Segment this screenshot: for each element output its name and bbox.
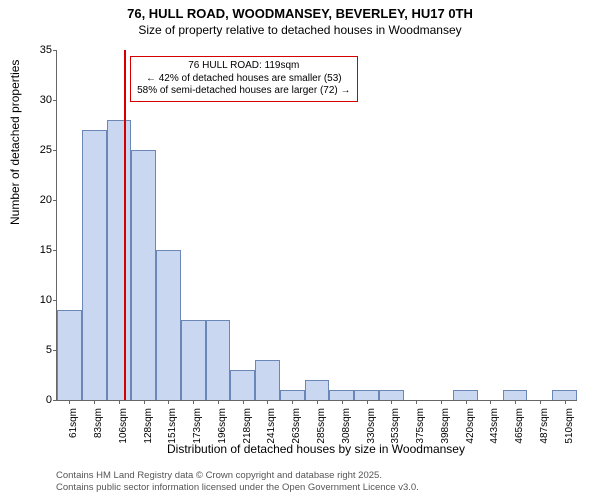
y-tick-label: 0 [30,394,52,406]
x-tick-label: 353sqm [390,408,401,448]
x-tick-label: 218sqm [242,408,253,448]
x-tick-mark [391,400,392,404]
x-tick-label: 106sqm [118,408,129,448]
x-tick-label: 83sqm [93,408,104,448]
annotation-line: 76 HULL ROAD: 119sqm [137,60,350,73]
x-tick-label: 61sqm [68,408,79,448]
x-tick-label: 398sqm [440,408,451,448]
footer-line-1: Contains HM Land Registry data © Crown c… [56,470,419,482]
y-tick-mark [53,50,57,51]
property-annotation: 76 HULL ROAD: 119sqm← 42% of detached ho… [130,56,357,102]
x-tick-mark [243,400,244,404]
x-tick-label: 443sqm [489,408,500,448]
y-tick-mark [53,300,57,301]
property-histogram-chart: 76, HULL ROAD, WOODMANSEY, BEVERLEY, HU1… [0,0,600,500]
x-tick-mark [416,400,417,404]
histogram-bar [181,320,206,400]
chart-subtitle: Size of property relative to detached ho… [0,23,600,41]
y-tick-mark [53,200,57,201]
x-tick-mark [490,400,491,404]
x-tick-mark [342,400,343,404]
x-tick-mark [267,400,268,404]
x-tick-mark [94,400,95,404]
x-tick-label: 487sqm [539,408,550,448]
x-tick-mark [193,400,194,404]
x-tick-mark [119,400,120,404]
histogram-bar [107,120,132,400]
x-tick-mark [218,400,219,404]
footer-line-2: Contains public sector information licen… [56,482,419,494]
annotation-line: ← 42% of detached houses are smaller (53… [137,73,350,86]
plot-area: 76 HULL ROAD: 119sqm← 42% of detached ho… [56,50,577,401]
x-tick-label: 285sqm [316,408,327,448]
histogram-bar [354,390,379,400]
histogram-bar [453,390,478,400]
x-tick-label: 420sqm [465,408,476,448]
x-tick-mark [317,400,318,404]
x-tick-label: 128sqm [143,408,154,448]
property-marker-line [124,50,126,400]
x-tick-mark [540,400,541,404]
histogram-bar [552,390,577,400]
histogram-bar [305,380,330,400]
annotation-line: 58% of semi-detached houses are larger (… [137,85,350,98]
y-tick-label: 10 [30,294,52,306]
y-tick-label: 20 [30,194,52,206]
x-tick-label: 465sqm [514,408,525,448]
x-tick-label: 151sqm [167,408,178,448]
x-tick-label: 196sqm [217,408,228,448]
histogram-bar [206,320,231,400]
x-tick-label: 308sqm [341,408,352,448]
histogram-bar [230,370,255,400]
x-tick-label: 241sqm [266,408,277,448]
y-tick-mark [53,400,57,401]
x-tick-label: 330sqm [366,408,377,448]
y-tick-label: 35 [30,44,52,56]
x-tick-mark [441,400,442,404]
histogram-bar [503,390,528,400]
x-tick-mark [515,400,516,404]
histogram-bar [379,390,404,400]
y-axis-label: Number of detached properties [8,60,22,225]
y-tick-mark [53,250,57,251]
y-tick-mark [53,150,57,151]
histogram-bar [82,130,107,400]
x-tick-mark [466,400,467,404]
x-tick-label: 173sqm [192,408,203,448]
x-tick-mark [168,400,169,404]
y-tick-label: 25 [30,144,52,156]
y-tick-label: 5 [30,344,52,356]
x-tick-label: 375sqm [415,408,426,448]
histogram-bar [57,310,82,400]
y-tick-label: 30 [30,94,52,106]
x-tick-mark [144,400,145,404]
histogram-bar [280,390,305,400]
x-tick-mark [69,400,70,404]
x-tick-mark [367,400,368,404]
chart-title: 76, HULL ROAD, WOODMANSEY, BEVERLEY, HU1… [0,0,600,23]
x-tick-mark [292,400,293,404]
x-tick-label: 263sqm [291,408,302,448]
chart-footer: Contains HM Land Registry data © Crown c… [56,470,419,494]
histogram-bar [156,250,181,400]
x-tick-mark [565,400,566,404]
y-tick-mark [53,100,57,101]
histogram-bar [329,390,354,400]
x-tick-label: 510sqm [564,408,575,448]
histogram-bar [255,360,280,400]
y-tick-label: 15 [30,244,52,256]
histogram-bar [131,150,156,400]
